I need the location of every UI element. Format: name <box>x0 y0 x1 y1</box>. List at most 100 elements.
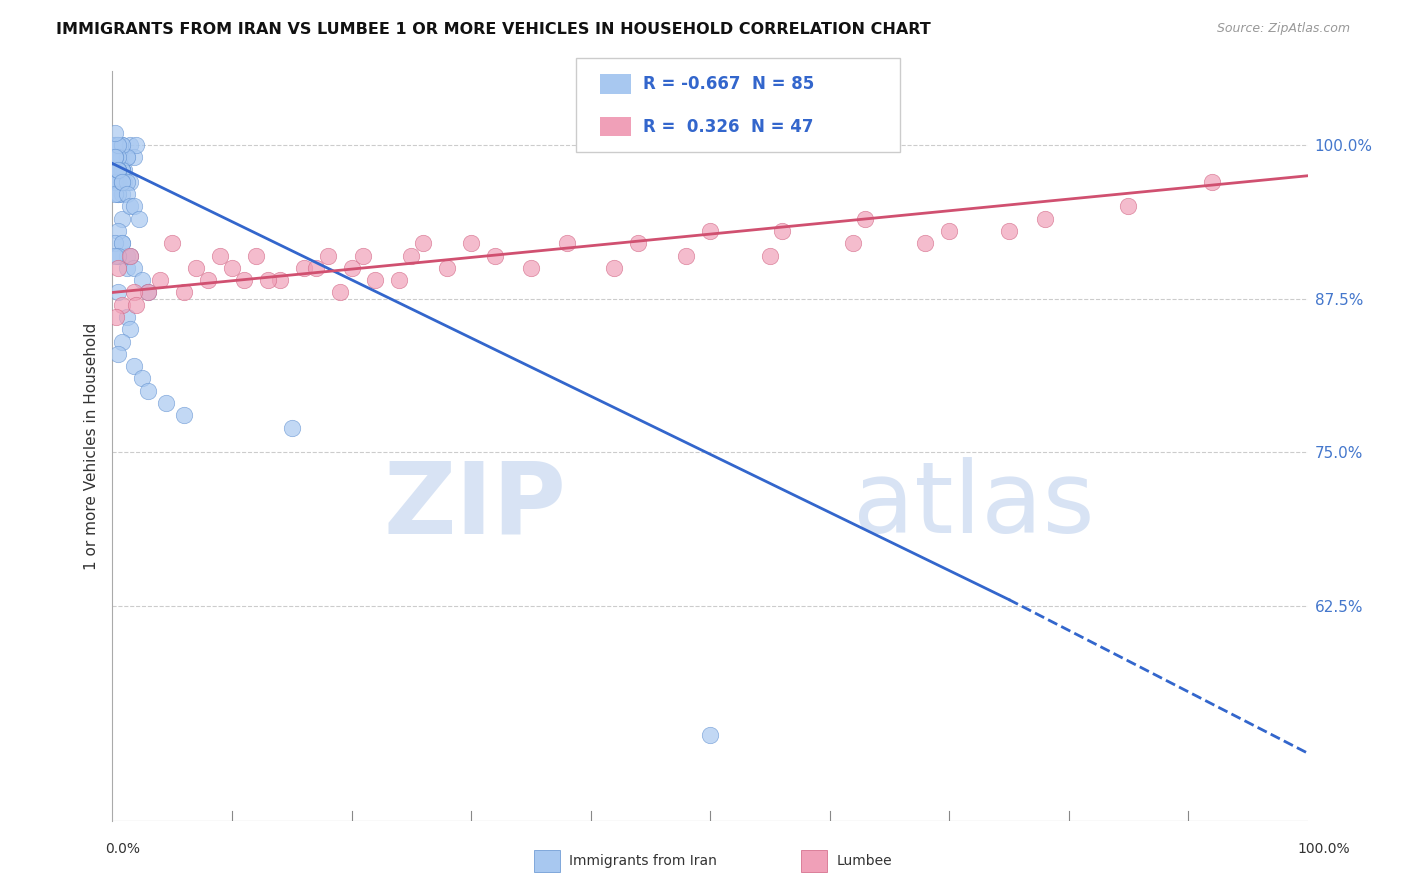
Point <box>122 285 145 300</box>
Point <box>125 138 148 153</box>
Point <box>131 273 153 287</box>
Point <box>122 199 145 213</box>
Point <box>842 236 865 251</box>
Point <box>269 273 291 287</box>
Point <box>107 162 129 177</box>
Point <box>104 175 127 189</box>
Point <box>233 273 256 287</box>
Point <box>105 150 128 164</box>
Point <box>111 298 134 312</box>
Point <box>316 249 339 263</box>
Point <box>115 187 138 202</box>
Y-axis label: 1 or more Vehicles in Household: 1 or more Vehicles in Household <box>83 322 98 570</box>
Point <box>329 285 352 300</box>
Point <box>111 138 134 153</box>
Point <box>122 150 145 164</box>
Point <box>138 285 160 300</box>
Point <box>460 236 482 251</box>
Point <box>104 187 127 202</box>
Point <box>111 175 134 189</box>
Point <box>520 260 543 275</box>
Point <box>138 285 160 300</box>
Point <box>125 298 148 312</box>
Text: Immigrants from Iran: Immigrants from Iran <box>569 855 717 868</box>
Point <box>111 162 134 177</box>
Point <box>162 236 183 251</box>
Point <box>104 162 127 177</box>
Point <box>107 150 129 164</box>
Point <box>111 175 134 189</box>
Point <box>555 236 578 251</box>
Point <box>104 236 127 251</box>
Point <box>1033 211 1056 226</box>
Point <box>186 260 208 275</box>
Point <box>105 138 128 153</box>
Point <box>107 260 129 275</box>
Point <box>105 310 128 324</box>
Point <box>128 211 150 226</box>
Point <box>770 224 793 238</box>
Point <box>115 150 138 164</box>
Point <box>104 249 127 263</box>
Point <box>120 249 142 263</box>
Point <box>115 249 138 263</box>
Point <box>173 285 195 300</box>
Point <box>105 138 128 153</box>
Point <box>110 150 132 164</box>
Point <box>245 249 267 263</box>
Point <box>107 150 129 164</box>
Point <box>699 728 721 742</box>
Text: Source: ZipAtlas.com: Source: ZipAtlas.com <box>1216 22 1350 36</box>
Text: atlas: atlas <box>853 458 1095 555</box>
Point <box>104 150 127 164</box>
Text: Lumbee: Lumbee <box>837 855 893 868</box>
Point <box>104 138 127 153</box>
Point <box>107 175 129 189</box>
Point <box>998 224 1021 238</box>
Text: 100.0%: 100.0% <box>1298 842 1350 856</box>
Point <box>675 249 697 263</box>
Point <box>292 260 315 275</box>
Point <box>107 138 129 153</box>
Point <box>1201 175 1223 189</box>
Point <box>107 249 129 263</box>
Point <box>401 249 423 263</box>
Point <box>173 409 195 423</box>
Point <box>111 175 134 189</box>
Point <box>305 260 328 275</box>
Point <box>122 359 145 373</box>
Point <box>120 138 142 153</box>
Point <box>107 285 129 300</box>
Text: R = -0.667  N = 85: R = -0.667 N = 85 <box>643 75 814 93</box>
Point <box>938 224 960 238</box>
Point <box>388 273 411 287</box>
Point <box>209 249 232 263</box>
Point <box>111 162 134 177</box>
Point <box>107 162 129 177</box>
Point <box>115 310 138 324</box>
Point <box>114 162 135 177</box>
Point <box>111 162 134 177</box>
Point <box>120 322 142 336</box>
Point <box>115 260 138 275</box>
Point <box>115 150 138 164</box>
Point <box>107 162 129 177</box>
Point <box>353 249 375 263</box>
Point <box>104 150 127 164</box>
Point <box>111 175 134 189</box>
Point <box>111 236 134 251</box>
Point <box>281 420 304 434</box>
Point <box>340 260 363 275</box>
Text: 0.0%: 0.0% <box>105 842 141 856</box>
Point <box>257 273 280 287</box>
Point <box>221 260 243 275</box>
Point <box>104 126 127 140</box>
Point <box>107 187 129 202</box>
Point <box>107 224 129 238</box>
Point <box>155 396 177 410</box>
Point <box>104 150 127 164</box>
Point <box>107 249 129 263</box>
Point <box>603 260 626 275</box>
Point <box>111 162 134 177</box>
Point <box>107 347 129 361</box>
